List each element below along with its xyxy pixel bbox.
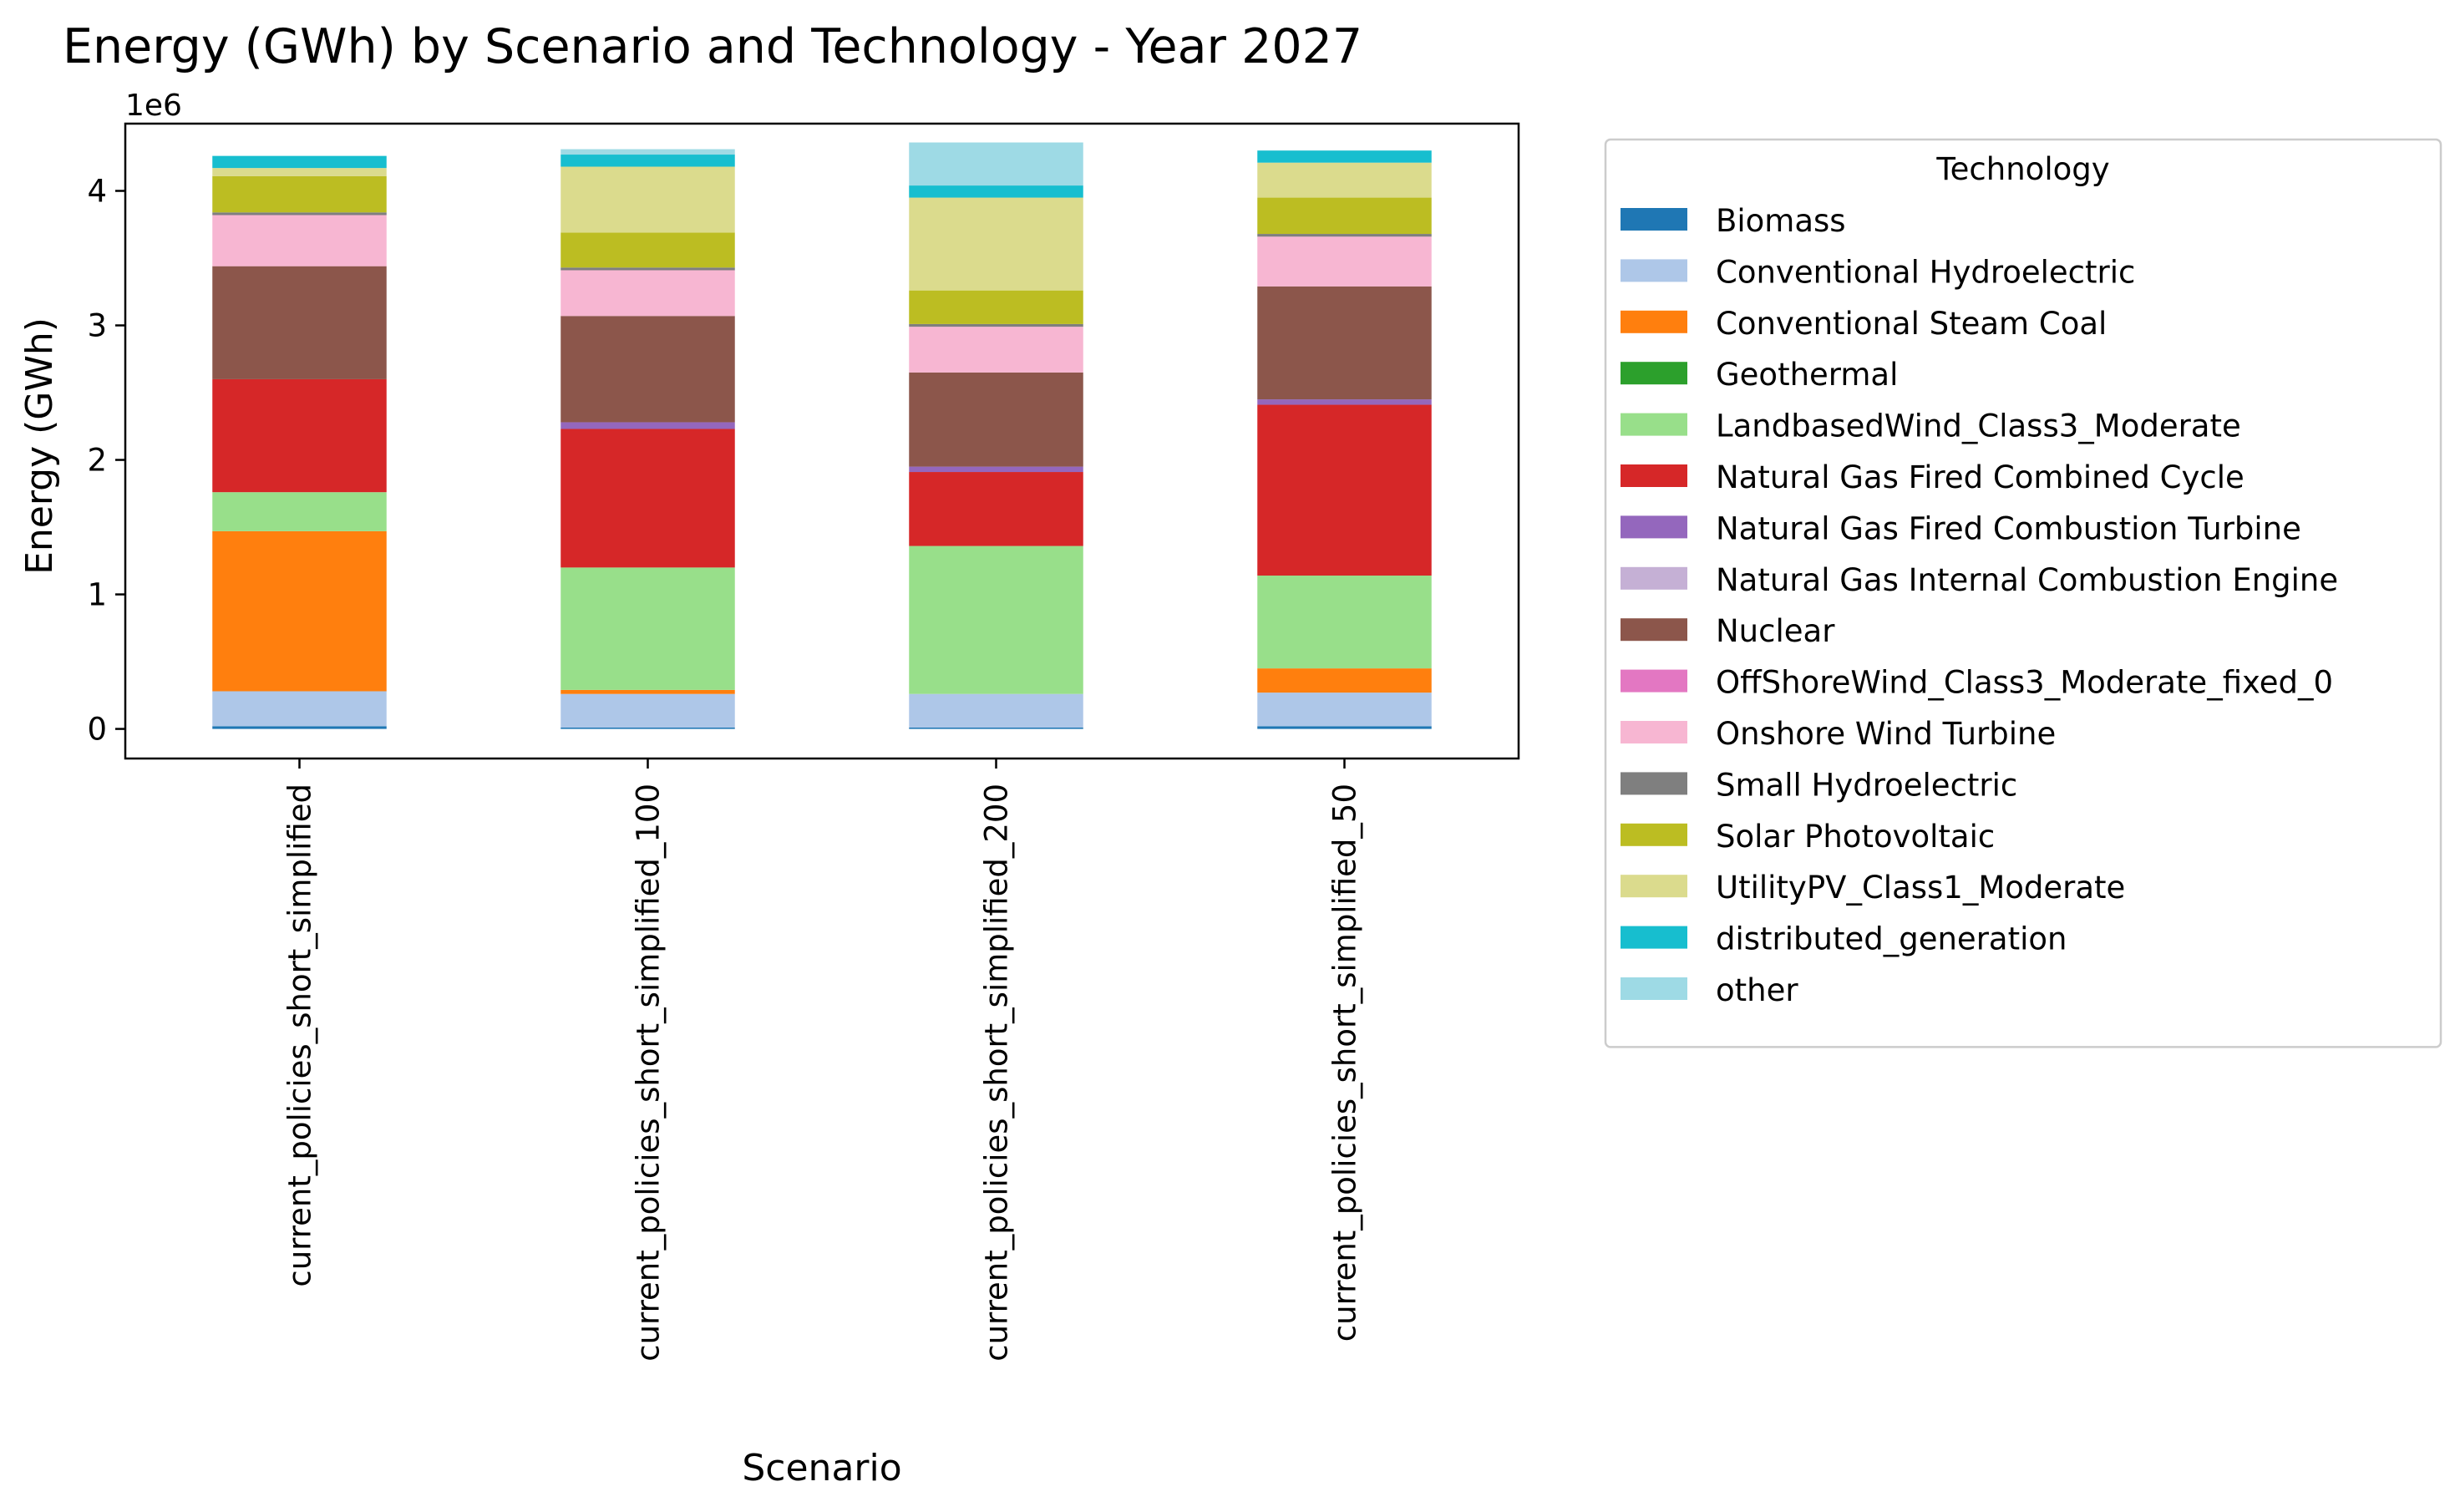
bar-segment — [560, 149, 735, 155]
x-axis-label: Scenario — [742, 1447, 901, 1489]
plot-area: 0 1 2 3 4 current_policies_short_simplified cu… — [87, 122, 1520, 1362]
legend-swatch — [1621, 926, 1687, 949]
bar-segment — [560, 267, 735, 271]
bar-segment — [212, 215, 387, 266]
legend-entry: Natural Gas Fired Combustion Turbine — [1716, 510, 2301, 546]
bar-segment — [212, 155, 387, 169]
y-axis-label: Energy (GWh) — [18, 317, 61, 575]
legend-swatch — [1621, 413, 1687, 436]
x-tick-label: current_policies_short_simplified_50 — [1327, 784, 1363, 1342]
legend-entry: Geothermal — [1716, 357, 1898, 393]
bar-segment — [909, 466, 1083, 473]
bar-segment — [212, 492, 387, 531]
legend-swatch — [1621, 823, 1687, 846]
bar-segment — [560, 155, 735, 167]
x-tick-label: current_policies_short_simplified_100 — [631, 784, 667, 1362]
axes-frame — [124, 122, 1520, 760]
bar-segment — [1257, 236, 1432, 287]
bar-segment — [212, 266, 387, 379]
legend-title: Technology — [1935, 151, 2109, 187]
y-axis-offset-label: 1e6 — [125, 89, 182, 123]
bar-segment — [1257, 576, 1432, 669]
bar-segment — [909, 197, 1083, 291]
bar-segment — [560, 422, 735, 429]
legend-swatch — [1621, 464, 1687, 487]
bar-segment — [909, 185, 1083, 198]
legend-swatch — [1621, 566, 1687, 590]
bar-segment — [1257, 162, 1432, 198]
bar-segment — [1257, 150, 1432, 163]
legend-entry: Natural Gas Fired Combined Cycle — [1716, 459, 2244, 495]
legend-entry: Onshore Wind Turbine — [1716, 716, 2056, 752]
bar-segment — [212, 691, 387, 727]
legend-entry: OffShoreWind_Class3_Moderate_fixed_0 — [1716, 665, 2333, 701]
bar-segment — [1257, 726, 1432, 729]
x-tick-label: current_policies_short_simplified — [282, 784, 318, 1287]
legend-swatch — [1621, 721, 1687, 743]
legend-entry: distributed_generation — [1716, 921, 2067, 957]
legend-swatch — [1621, 875, 1687, 898]
legend-entry: other — [1716, 972, 1798, 1008]
legend-entry: Nuclear — [1716, 613, 1835, 649]
bar-segment — [1257, 234, 1432, 237]
bar-segment — [909, 372, 1083, 467]
legend-swatch — [1621, 208, 1687, 231]
bar-segment — [212, 378, 387, 493]
bar-segment — [909, 727, 1083, 729]
bar-segment — [560, 689, 735, 694]
bar-segment — [1257, 668, 1432, 693]
chart-title: Energy (GWh) by Scenario and Technology … — [63, 19, 1362, 74]
y-tick-label: 2 — [87, 443, 107, 479]
legend-swatch — [1621, 515, 1687, 539]
legend-entry: Conventional Hydroelectric — [1716, 254, 2135, 290]
x-tick-label: current_policies_short_simplified_200 — [979, 784, 1015, 1362]
bar-segment — [909, 545, 1083, 694]
y-tick-label: 3 — [87, 308, 107, 344]
bar-segment — [212, 530, 387, 692]
legend-swatch — [1621, 362, 1687, 385]
legend-swatch — [1621, 977, 1687, 1000]
bar-segment — [560, 316, 735, 423]
legend-frame — [1604, 138, 2442, 1048]
legend-swatch — [1621, 310, 1687, 333]
legend-swatch — [1621, 259, 1687, 282]
bar-segment — [1257, 693, 1432, 727]
legend-entry: Conventional Steam Coal — [1716, 306, 2107, 342]
legend-entry: Solar Photovoltaic — [1716, 819, 1995, 855]
bar-segment — [212, 726, 387, 729]
y-tick-label: 4 — [87, 174, 107, 210]
bar-segment — [909, 142, 1083, 186]
bar-segment — [212, 175, 387, 213]
bar-segment — [560, 727, 735, 729]
bar-segment — [909, 327, 1083, 373]
bar-segment — [1257, 404, 1432, 576]
legend-entry: Small Hydroelectric — [1716, 767, 2017, 803]
y-tick-label: 1 — [87, 577, 107, 613]
bar-segment — [1257, 286, 1432, 400]
legend-entry: Biomass — [1716, 203, 1846, 239]
y-tick-label: 0 — [87, 712, 107, 748]
legend: Technology Biomass Conventional Hydroelect… — [1604, 138, 2442, 1048]
bar-segment — [560, 270, 735, 317]
bar-segment — [909, 472, 1083, 546]
bar-segment — [560, 429, 735, 568]
bar-segment — [1257, 197, 1432, 235]
bar-segment — [909, 693, 1083, 728]
bar-segment — [212, 168, 387, 176]
legend-entry: Natural Gas Internal Combustion Engine — [1716, 562, 2338, 598]
legend-entry: UtilityPV_Class1_Moderate — [1716, 870, 2125, 906]
legend-swatch — [1621, 618, 1687, 642]
bar-segment — [560, 567, 735, 690]
bar-segment — [909, 323, 1083, 327]
legend-swatch — [1621, 669, 1687, 693]
bar-segment — [560, 166, 735, 233]
legend-entry: LandbasedWind_Class3_Moderate — [1716, 408, 2241, 444]
bar-segment — [1257, 399, 1432, 405]
bar-segment — [560, 693, 735, 728]
legend-swatch — [1621, 772, 1687, 795]
bar-segment — [212, 212, 387, 216]
bar-segment — [909, 290, 1083, 324]
bar-segment — [560, 232, 735, 268]
